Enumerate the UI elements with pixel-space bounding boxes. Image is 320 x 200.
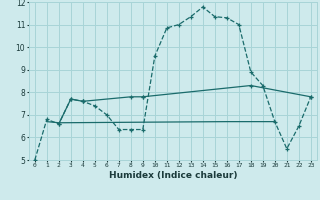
X-axis label: Humidex (Indice chaleur): Humidex (Indice chaleur) [108,171,237,180]
